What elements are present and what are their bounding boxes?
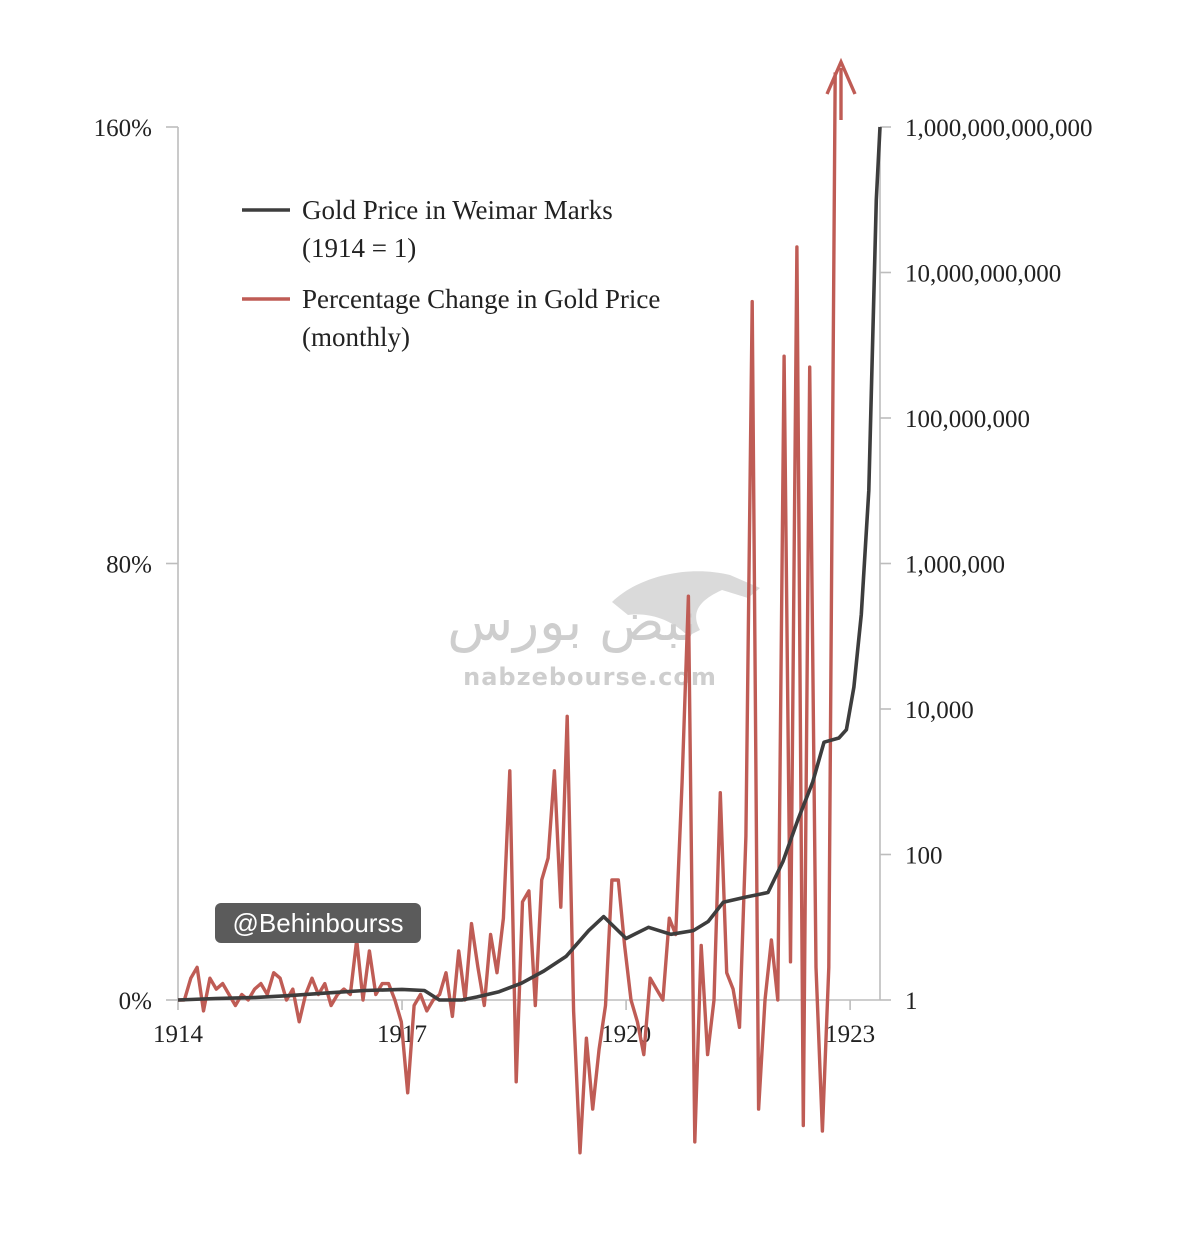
left-y-ticks: 0% 80% 160% [94,115,178,1015]
legend-label-pct-2: (monthly) [302,322,410,352]
right-tick-label-2: 10,000 [905,697,974,724]
series-percentage-change-line [178,72,837,1155]
legend-label-pct: Percentage Change in Gold Price [302,284,660,314]
bull-logo [612,571,760,636]
right-tick-label-0: 1 [905,988,918,1015]
handle-text: @Behinbourss [232,908,404,938]
watermark-url: nabzebourse.com [463,663,717,691]
legend-label-gold-2: (1914 = 1) [302,233,416,263]
x-tick-label-3: 1923 [825,1021,875,1048]
right-tick-label-1: 100 [905,843,943,870]
right-tick-label-5: 10,000,000,000 [905,261,1061,288]
watermark: نبض بورس nabzebourse.com [447,571,760,691]
arrow-annotation [825,57,857,120]
right-tick-label-6: 1,000,000,000,000 [905,115,1093,142]
arrow-head [825,57,857,95]
handle-badge: @Behinbourss [215,903,421,943]
right-tick-label-4: 100,000,000 [905,406,1030,433]
left-tick-label-1: 80% [106,552,152,579]
x-tick-label-0: 1914 [153,1021,204,1048]
left-tick-label-2: 160% [94,115,152,142]
left-tick-label-0: 0% [119,988,152,1015]
legend: Gold Price in Weimar Marks (1914 = 1) Pe… [242,195,660,352]
right-y-ticks: 1 100 10,000 1,000,000 100,000,000 10,000,000… [880,115,1093,1015]
x-ticks: 1914 1917 1920 1923 [153,1000,875,1048]
series-gold-price-line [177,126,882,1002]
legend-label-gold: Gold Price in Weimar Marks [302,195,613,225]
right-tick-label-3: 1,000,000 [905,552,1005,579]
watermark-arabic: نبض بورس [447,590,697,653]
